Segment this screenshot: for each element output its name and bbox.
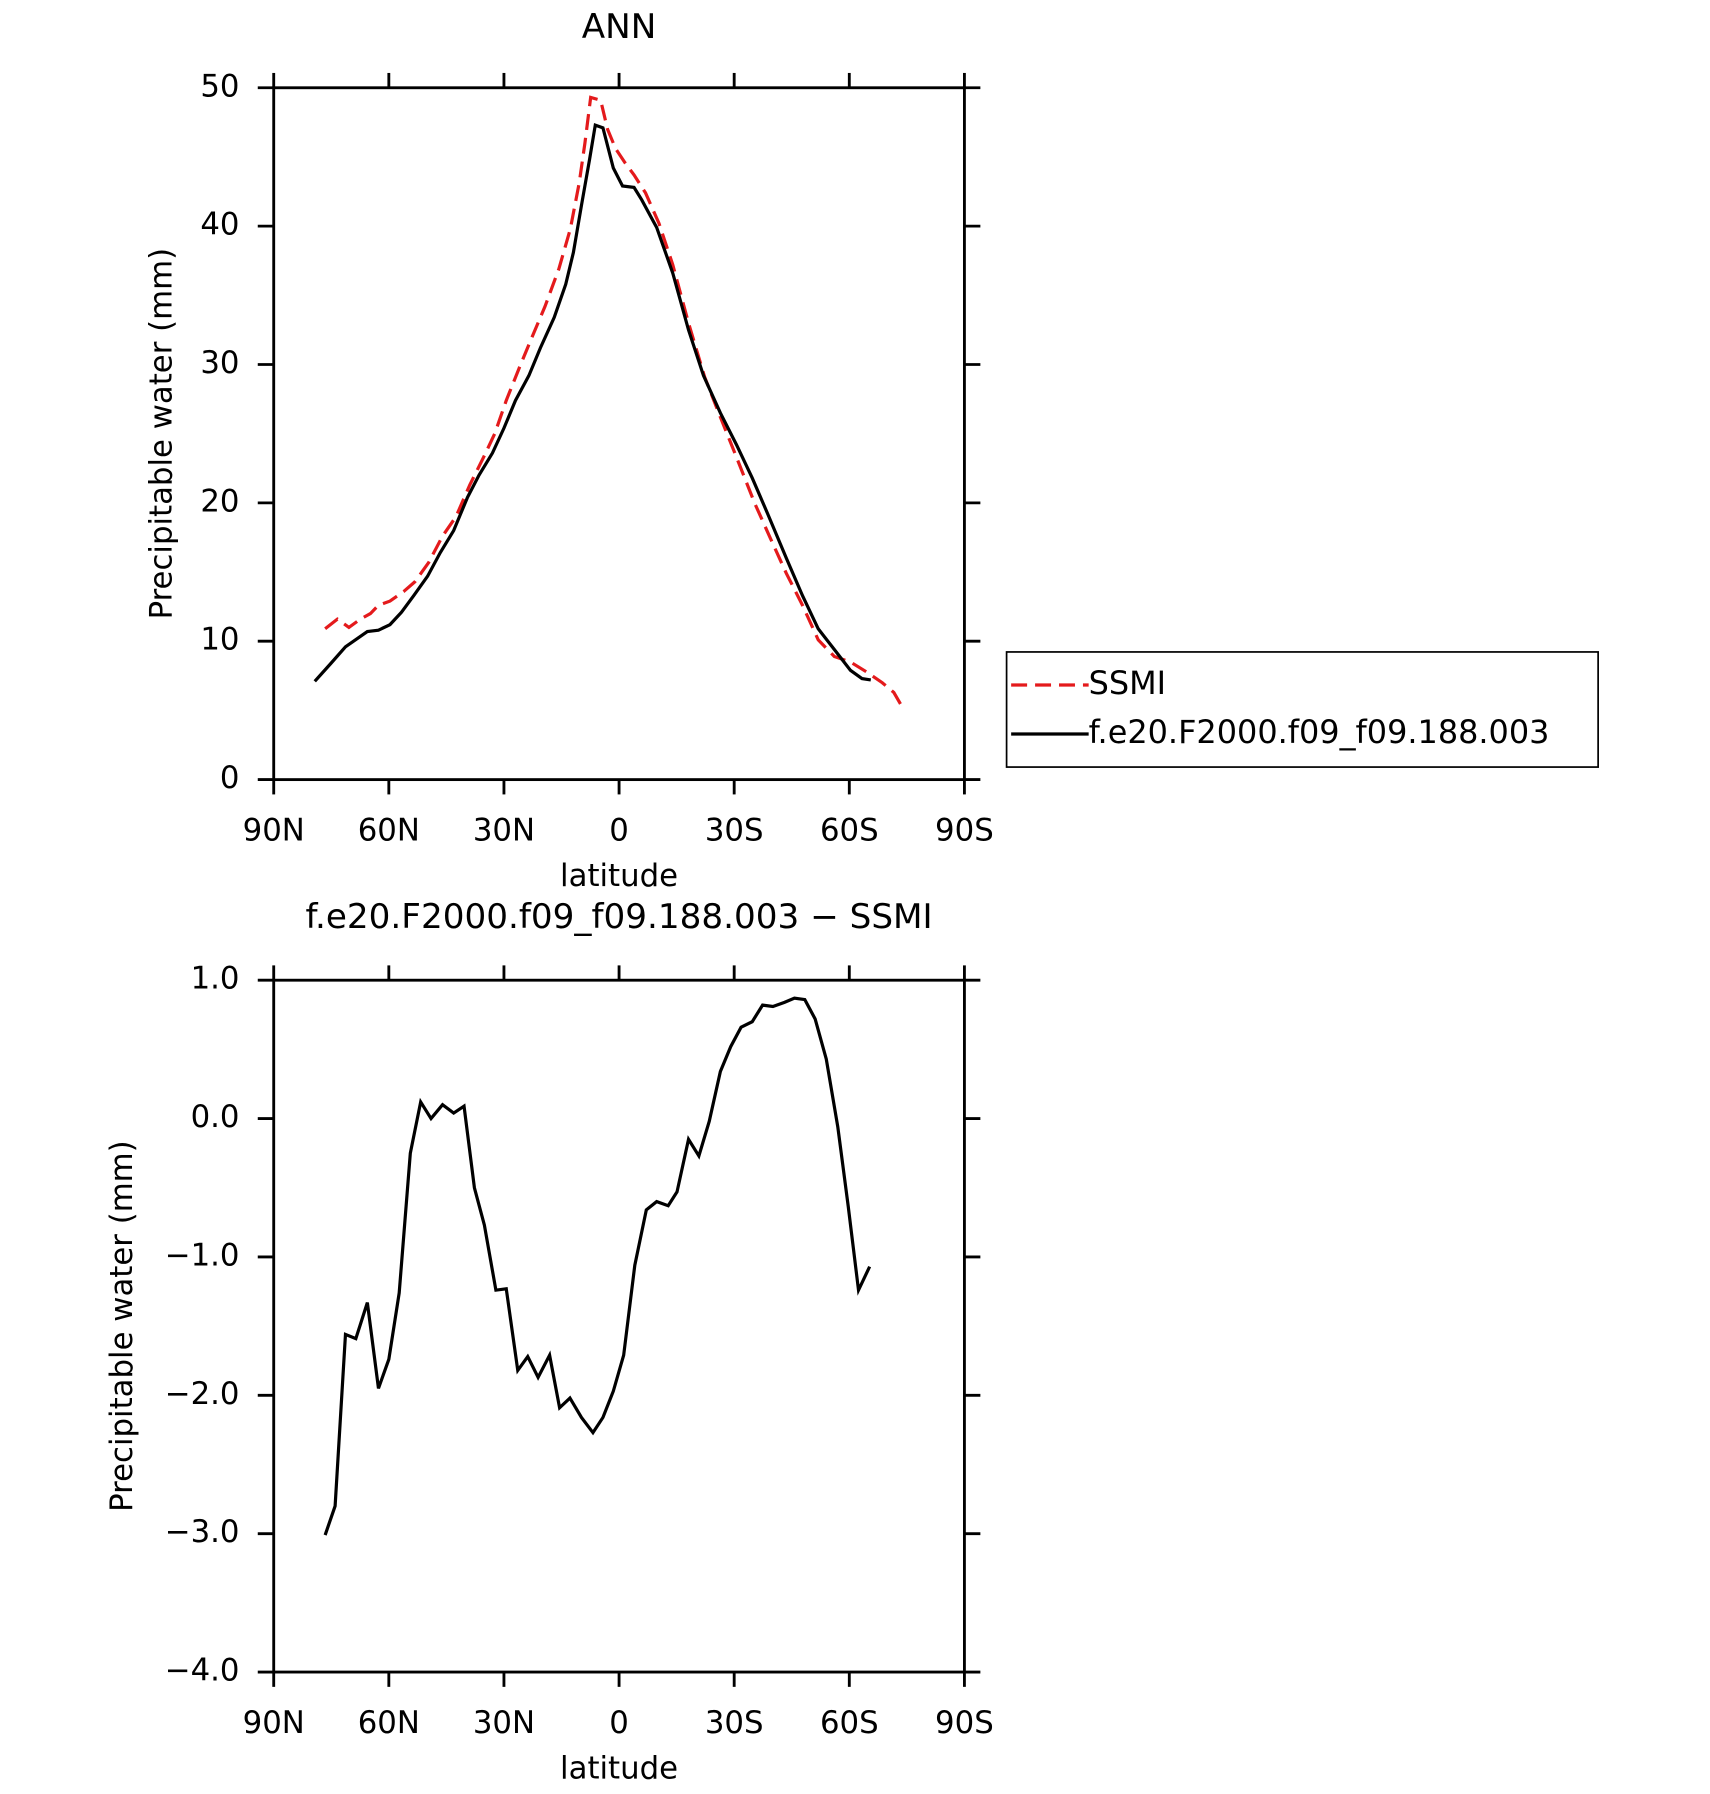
chart-title: ANN — [582, 7, 657, 47]
y-tick-label: 1.0 — [191, 961, 240, 997]
data-line — [324, 95, 905, 709]
y-tick-label: 10 — [200, 622, 239, 658]
y-axis-label: Precipitable water (mm) — [104, 1140, 140, 1512]
y-tick-label: 40 — [200, 207, 239, 243]
x-tick-label: 30N — [473, 813, 535, 849]
y-tick-label: 0 — [220, 760, 240, 796]
x-tick-label: 60N — [358, 1705, 420, 1741]
x-tick-label: 60S — [820, 1705, 879, 1741]
x-tick-label: 90S — [935, 1705, 994, 1741]
x-tick-label: 30S — [705, 813, 764, 849]
x-tick-label: 90S — [935, 813, 994, 849]
x-tick-label: 30N — [473, 1705, 535, 1741]
y-tick-label: 20 — [200, 483, 239, 519]
chart-title: f.e20.F2000.f09_f09.188.003 − SSMI — [305, 897, 932, 937]
plot-frame — [272, 978, 966, 1674]
x-tick-label: 0 — [609, 813, 629, 849]
x-tick-label: 90N — [243, 1705, 305, 1741]
legend-label: f.e20.F2000.f09_f09.188.003 — [1089, 713, 1550, 751]
y-tick-label: −1.0 — [165, 1237, 240, 1273]
x-axis-label: latitude — [560, 1751, 678, 1787]
y-axis-label: Precipitable water (mm) — [144, 248, 180, 620]
x-tick-label: 30S — [705, 1705, 764, 1741]
data-line — [323, 996, 872, 1536]
y-tick-label: 50 — [200, 68, 239, 104]
x-tick-label: 0 — [609, 1705, 629, 1741]
y-tick-label: −4.0 — [165, 1653, 240, 1689]
y-tick-label: −2.0 — [165, 1376, 240, 1412]
legend-box — [1005, 651, 1599, 768]
data-line — [313, 122, 872, 683]
y-tick-label: 0.0 — [191, 1099, 240, 1135]
x-tick-label: 60N — [358, 813, 420, 849]
x-tick-label: 90N — [243, 813, 305, 849]
x-axis-label: latitude — [560, 858, 678, 894]
y-tick-label: −3.0 — [165, 1514, 240, 1550]
legend-label: SSMI — [1089, 664, 1166, 702]
y-tick-label: 30 — [200, 345, 239, 381]
x-tick-label: 60S — [820, 813, 879, 849]
